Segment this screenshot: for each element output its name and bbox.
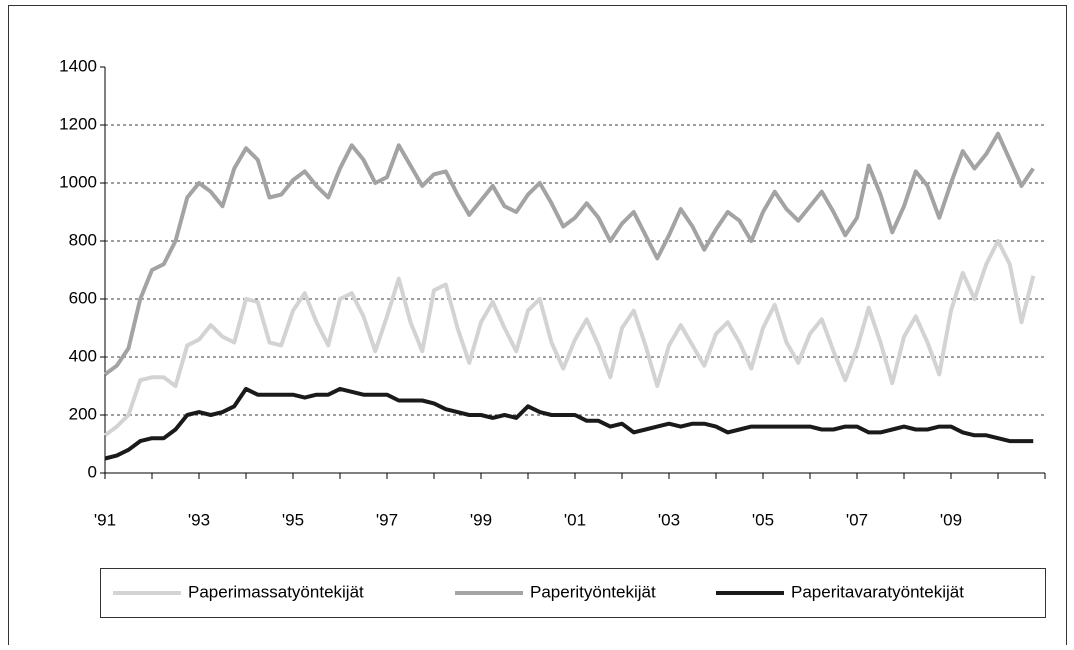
- x-tick-label: '95: [282, 510, 304, 529]
- legend-label: Paperityöntekijät: [530, 582, 656, 601]
- legend-label: Paperitavaratyöntekijät: [791, 582, 964, 601]
- y-tick-label: 0: [88, 462, 97, 481]
- y-tick-label: 600: [69, 288, 97, 307]
- line-series: [104, 386, 1034, 461]
- legend-label: Paperimassatyöntekijät: [188, 582, 364, 601]
- x-tick-label: '91: [94, 510, 116, 529]
- line-series: [103, 131, 1035, 377]
- x-tick-label: '01: [564, 510, 586, 529]
- x-tick-label: '93: [188, 510, 210, 529]
- frame: [8, 5, 1067, 650]
- x-tick-label: '99: [470, 510, 492, 529]
- y-tick-label: 1400: [59, 56, 97, 75]
- x-tick-label: '05: [752, 510, 774, 529]
- y-tick-label: 400: [69, 346, 97, 365]
- x-tick-label: '07: [846, 510, 868, 529]
- x-tick-label: '03: [658, 510, 680, 529]
- y-tick-label: 1000: [59, 172, 97, 191]
- x-tick-label: '09: [940, 510, 962, 529]
- line-series: [103, 239, 1036, 437]
- y-tick-label: 200: [69, 404, 97, 423]
- legend-box: [100, 568, 1046, 618]
- y-tick-label: 1200: [59, 114, 97, 133]
- y-tick-label: 800: [69, 230, 97, 249]
- x-tick-label: '97: [376, 510, 398, 529]
